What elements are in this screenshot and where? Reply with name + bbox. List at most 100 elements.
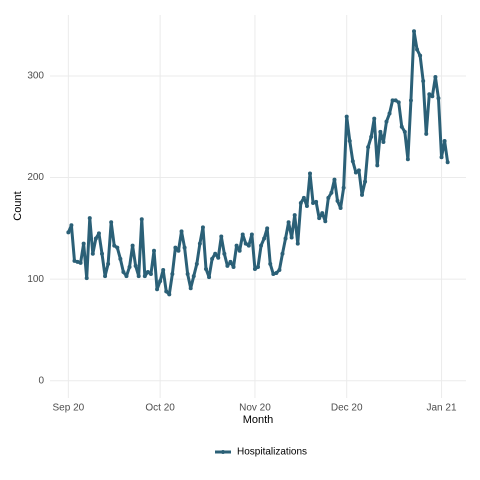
data-point [350, 159, 355, 164]
data-point [396, 100, 401, 105]
data-point [188, 286, 193, 291]
data-point [148, 272, 153, 277]
data-point [225, 263, 230, 268]
data-point [418, 53, 423, 58]
data-point [268, 261, 273, 266]
data-point [375, 163, 380, 168]
data-point [78, 260, 83, 265]
data-point [393, 98, 398, 103]
data-point [304, 203, 309, 208]
data-point [66, 230, 71, 235]
data-point [271, 272, 276, 277]
data-point [317, 216, 322, 221]
x-axis-title: Month [243, 414, 274, 426]
data-point [262, 236, 267, 241]
data-point [237, 248, 242, 253]
data-point [347, 138, 352, 143]
data-point [326, 195, 331, 200]
y-axis-title: Count [12, 191, 24, 220]
y-tick-label: 300 [27, 71, 44, 82]
data-point [344, 114, 349, 119]
data-point [439, 155, 444, 160]
data-point [240, 232, 245, 237]
y-tick-label: 0 [38, 375, 44, 386]
data-point [274, 271, 279, 276]
data-point [204, 266, 208, 271]
data-point [436, 96, 441, 101]
data-point [295, 241, 300, 246]
data-point [329, 190, 334, 195]
data-point [280, 251, 285, 256]
data-point [216, 255, 221, 260]
data-point [210, 256, 215, 261]
data-point [194, 261, 199, 266]
data-point [103, 274, 108, 279]
data-point [256, 264, 260, 269]
data-point [381, 139, 386, 144]
data-point [118, 256, 123, 261]
data-point [259, 243, 264, 248]
data-point [372, 116, 377, 121]
data-point [100, 251, 104, 256]
legend-label: Hospitalizations [237, 447, 307, 458]
data-point [84, 276, 89, 281]
data-point [283, 236, 288, 241]
data-point [442, 138, 447, 143]
x-tick-label: Sep 20 [53, 403, 85, 414]
data-point [384, 119, 389, 124]
data-point [87, 216, 92, 221]
data-point [207, 275, 212, 280]
data-point [311, 200, 316, 205]
data-point [90, 251, 95, 256]
data-point [363, 179, 368, 184]
data-point [124, 274, 129, 279]
data-point [106, 261, 111, 266]
data-point [213, 251, 218, 256]
data-point [405, 157, 410, 162]
data-point [167, 292, 172, 297]
data-point [292, 213, 297, 218]
data-point [390, 98, 395, 103]
data-point [112, 243, 117, 248]
data-point [320, 211, 325, 216]
data-point [301, 195, 306, 200]
data-point [176, 248, 181, 253]
data-point [289, 235, 294, 240]
data-point [387, 111, 392, 116]
data-point [360, 192, 364, 197]
data-point [314, 199, 319, 204]
data-point [173, 245, 178, 250]
data-point [408, 98, 413, 103]
data-point [139, 217, 144, 222]
data-point [298, 200, 303, 205]
data-point [191, 274, 196, 279]
data-point [222, 251, 227, 256]
data-point [228, 259, 233, 264]
data-point [133, 263, 138, 268]
data-point [142, 274, 147, 279]
x-tick-label: Jan 21 [427, 403, 457, 414]
data-point [164, 289, 169, 294]
data-point [200, 225, 205, 230]
data-point [158, 279, 163, 284]
data-point [93, 236, 98, 241]
data-point [399, 124, 404, 129]
y-tick-label: 200 [27, 172, 44, 183]
data-point [356, 168, 361, 173]
data-point [145, 270, 150, 275]
data-point [249, 232, 254, 237]
data-point [412, 29, 416, 34]
data-point [308, 171, 312, 176]
data-point [69, 223, 74, 228]
series-line [66, 29, 450, 296]
data-point [170, 272, 175, 277]
data-point [378, 129, 383, 134]
data-point [353, 170, 358, 175]
data-point [341, 185, 346, 190]
data-point [121, 270, 126, 275]
data-point [366, 145, 371, 150]
data-point [433, 74, 438, 79]
data-point [277, 267, 282, 272]
data-point [402, 129, 407, 134]
data-point [136, 274, 141, 279]
